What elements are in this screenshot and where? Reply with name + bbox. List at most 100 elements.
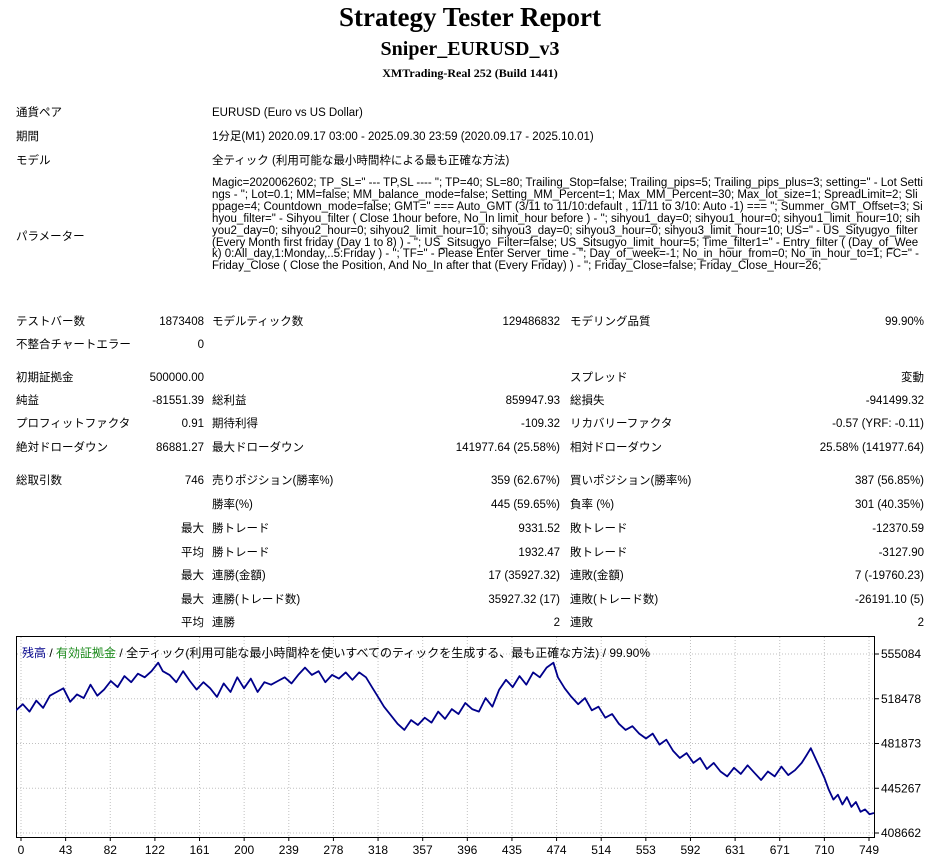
- balance-chart: 555084 518478 481873 445267 408662 0 43 82 122 16…: [16, 636, 940, 866]
- trade-row-value: 7 (-19760.23): [854, 570, 924, 582]
- trade-row-label: 勝トレード: [212, 523, 270, 535]
- symbol-value: EURUSD (Euro vs US Dollar): [212, 107, 363, 119]
- trade-row-label: 連勝(金額): [212, 570, 266, 582]
- trade-row-value: -12370.59: [872, 523, 924, 535]
- mismatch-value: 0: [197, 339, 204, 351]
- ea-name: Sniper_EURUSD_v3: [380, 38, 560, 60]
- profit-factor-label: プロフィットファクタ: [16, 418, 131, 430]
- long-positions-value: 387 (56.85%): [854, 475, 924, 487]
- y-tick-label: 555084: [881, 647, 921, 661]
- x-tick-label: 200: [234, 843, 254, 857]
- trade-row-prefix: 最大: [181, 523, 204, 535]
- y-tick-label: 408662: [881, 826, 921, 840]
- relative-drawdown-label: 相対ドローダウン: [570, 442, 662, 454]
- model-ticks-value: 129486832: [502, 316, 560, 328]
- trade-row-prefix: 平均: [181, 617, 204, 629]
- x-tick-label: 239: [279, 843, 299, 857]
- x-tick-label: 396: [457, 843, 477, 857]
- absolute-drawdown-label: 絶対ドローダウン: [16, 442, 108, 454]
- gross-profit-value: 859947.93: [505, 395, 560, 407]
- balance-line: [16, 661, 875, 816]
- loss-trades-value: 301 (40.35%): [854, 499, 924, 511]
- x-tick-label: 592: [680, 843, 700, 857]
- parameters-value: Magic=2020062602; TP_SL=" --- TP,SL ----…: [212, 177, 923, 273]
- x-tick-label: 278: [323, 843, 343, 857]
- trade-row-value: 9331.52: [518, 523, 560, 535]
- x-tick-label: 357: [413, 843, 433, 857]
- trade-row-value: 2: [553, 617, 560, 629]
- profit-trades-label: 勝率(%): [212, 499, 253, 511]
- legend-separator: /: [599, 646, 610, 660]
- test-bars-value: 1873408: [159, 316, 204, 328]
- modeling-quality-label: モデリング品質: [570, 316, 651, 328]
- profit-trades-value: 445 (59.65%): [490, 499, 560, 511]
- x-tick-label: 710: [814, 843, 834, 857]
- symbol-label: 通貨ペア: [16, 107, 62, 119]
- trade-row-value: 17 (35927.32): [488, 570, 560, 582]
- trade-row-value: -26191.10 (5): [854, 594, 924, 606]
- short-positions-label: 売りポジション(勝率%): [212, 475, 334, 487]
- trade-row-label: 敗トレード: [570, 547, 628, 559]
- test-bars-label: テストバー数: [16, 316, 85, 328]
- period-value: 1分足(M1) 2020.09.17 03:00 - 2025.09.30 23…: [212, 131, 594, 143]
- legend-quality: 99.90%: [609, 646, 651, 660]
- trade-row-label: 連敗: [570, 617, 593, 629]
- x-tick-label: 161: [190, 843, 210, 857]
- gross-loss-value: -941499.32: [865, 395, 924, 407]
- gross-profit-label: 総利益: [212, 395, 247, 407]
- trade-row-label: 連勝(トレード数): [212, 594, 301, 606]
- total-trades-value: 746: [184, 475, 204, 487]
- long-positions-label: 買いポジション(勝率%): [570, 475, 692, 487]
- spread-label: スプレッド: [570, 372, 628, 384]
- legend-separator: /: [46, 646, 57, 660]
- relative-drawdown-value: 25.58% (141977.64): [819, 442, 924, 454]
- x-tick-label: 631: [725, 843, 745, 857]
- x-tick-label: 0: [18, 843, 25, 857]
- y-tick-label: 518478: [881, 692, 921, 706]
- net-profit-label: 純益: [16, 395, 39, 407]
- absolute-drawdown-value: 86881.27: [156, 442, 204, 454]
- expected-payoff-value: -109.32: [520, 418, 560, 430]
- trade-row-prefix: 最大: [181, 570, 204, 582]
- net-profit-value: -81551.39: [152, 395, 204, 407]
- y-tick-label: 445267: [881, 781, 921, 795]
- trade-row-prefix: 最大: [181, 594, 204, 606]
- x-tick-label: 671: [770, 843, 790, 857]
- spread-value: 変動: [901, 372, 924, 384]
- total-trades-label: 総取引数: [16, 475, 62, 487]
- server-build: XMTrading-Real 252 (Build 1441): [382, 66, 558, 80]
- trade-row-label: 連敗(金額): [570, 570, 624, 582]
- legend-equity: 有効証拠金: [56, 646, 117, 660]
- recovery-factor-value: -0.57 (YRF: -0.11): [832, 418, 924, 430]
- report-title: Strategy Tester Report: [339, 2, 601, 32]
- maximal-drawdown-label: 最大ドローダウン: [212, 442, 304, 454]
- x-tick-label: 514: [591, 843, 611, 857]
- chart-legend: 残高 / 有効証拠金 / 全ティック(利用可能な最小時間枠を使いすべてのティック…: [22, 644, 650, 661]
- x-tick-label: 435: [502, 843, 522, 857]
- initial-deposit-label: 初期証拠金: [16, 372, 74, 384]
- model-value: 全ティック (利用可能な最小時間枠による最も正確な方法): [212, 155, 510, 167]
- trade-row-value: 2: [917, 617, 924, 629]
- expected-payoff-label: 期待利得: [212, 418, 258, 430]
- x-tick-label: 318: [368, 843, 388, 857]
- legend-separator: /: [116, 646, 127, 660]
- x-tick-label: 749: [859, 843, 879, 857]
- gross-loss-label: 総損失: [570, 395, 605, 407]
- modeling-quality-value: 99.90%: [884, 316, 924, 328]
- legend-balance: 残高: [22, 646, 47, 660]
- loss-trades-label: 負率 (%): [570, 499, 615, 511]
- y-tick-label: 481873: [881, 737, 921, 751]
- balance-chart-svg: 555084 518478 481873 445267 408662 0 43 82 122 16…: [16, 636, 921, 857]
- trade-row-value: 1932.47: [518, 547, 560, 559]
- parameters-label: パラメーター: [16, 231, 85, 243]
- x-tick-label: 474: [547, 843, 567, 857]
- trade-row-label: 勝トレード: [212, 547, 270, 559]
- trade-row-value: 35927.32 (17): [488, 594, 560, 606]
- legend-model: 全ティック(利用可能な最小時間枠を使いすべてのティックを生成する、最も正確な方法…: [126, 646, 600, 660]
- trade-row-value: -3127.90: [878, 547, 924, 559]
- x-tick-label: 122: [145, 843, 165, 857]
- model-ticks-label: モデルティック数: [212, 316, 304, 328]
- trade-row-prefix: 平均: [181, 547, 204, 559]
- trade-row-label: 連敗(トレード数): [570, 594, 659, 606]
- trade-row-label: 連勝: [212, 617, 235, 629]
